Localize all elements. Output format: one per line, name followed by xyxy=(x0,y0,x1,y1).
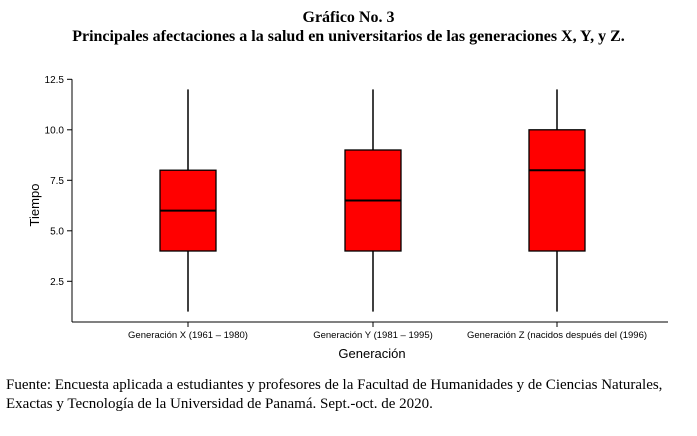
y-tick-label: 5.0 xyxy=(50,226,64,237)
chart-labels: 2.5 5.0 7.5 10.0 12.5 Generación X (1961 – 19… xyxy=(27,75,647,361)
y-tick-label: 12.5 xyxy=(45,75,65,86)
x-tick-label: Generación X (1961 – 1980) xyxy=(128,330,248,341)
chart-boxes xyxy=(159,89,586,312)
boxplot-chart: 2.5 5.0 7.5 10.0 12.5 Generación X (1961 – 19… xyxy=(27,75,668,361)
chart-number-title: Gráfico No. 3 xyxy=(302,9,395,26)
y-tick-label: 2.5 xyxy=(50,277,64,288)
box-plot-item xyxy=(159,89,217,312)
chart-title: Principales afectaciones a la salud en u… xyxy=(72,28,625,45)
chart-axes xyxy=(67,78,668,327)
box-plot-item xyxy=(344,89,402,312)
source-caption: Fuente: Encuesta aplicada a estudiantes … xyxy=(6,377,663,412)
x-tick-label: Generación Z (nacidos después del (1996) xyxy=(467,330,647,341)
y-tick-label: 10.0 xyxy=(45,125,65,136)
box-iqr xyxy=(528,129,586,252)
x-axis-title: Generación xyxy=(338,346,405,361)
box-plot-item xyxy=(528,89,586,312)
x-tick-label: Generación Y (1981 – 1995) xyxy=(313,330,433,341)
y-axis-title: Tiempo xyxy=(27,184,42,227)
y-tick-label: 7.5 xyxy=(50,176,64,187)
